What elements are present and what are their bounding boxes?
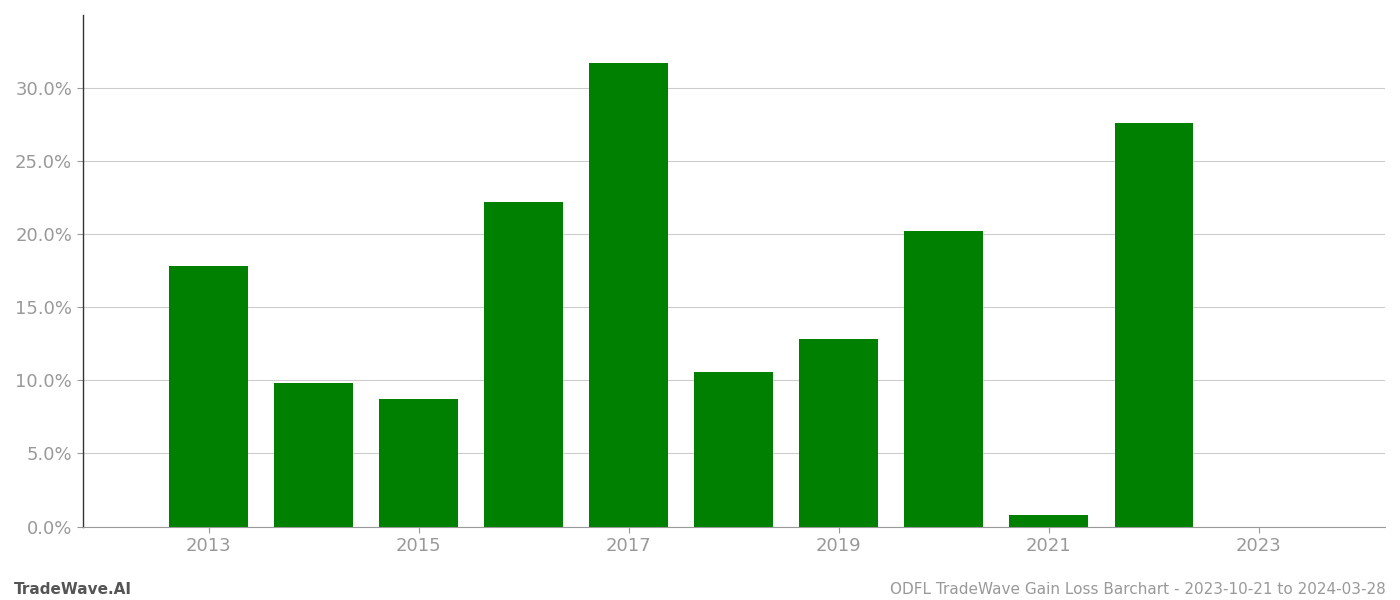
Bar xyxy=(379,400,458,527)
Text: ODFL TradeWave Gain Loss Barchart - 2023-10-21 to 2024-03-28: ODFL TradeWave Gain Loss Barchart - 2023… xyxy=(890,582,1386,597)
Bar xyxy=(1009,515,1088,527)
Bar xyxy=(589,63,668,527)
Bar xyxy=(904,232,983,527)
Bar xyxy=(274,383,353,527)
Bar xyxy=(484,202,563,527)
Text: TradeWave.AI: TradeWave.AI xyxy=(14,582,132,597)
Bar xyxy=(169,266,248,527)
Bar xyxy=(1114,123,1193,527)
Bar xyxy=(694,371,773,527)
Bar xyxy=(799,340,878,527)
